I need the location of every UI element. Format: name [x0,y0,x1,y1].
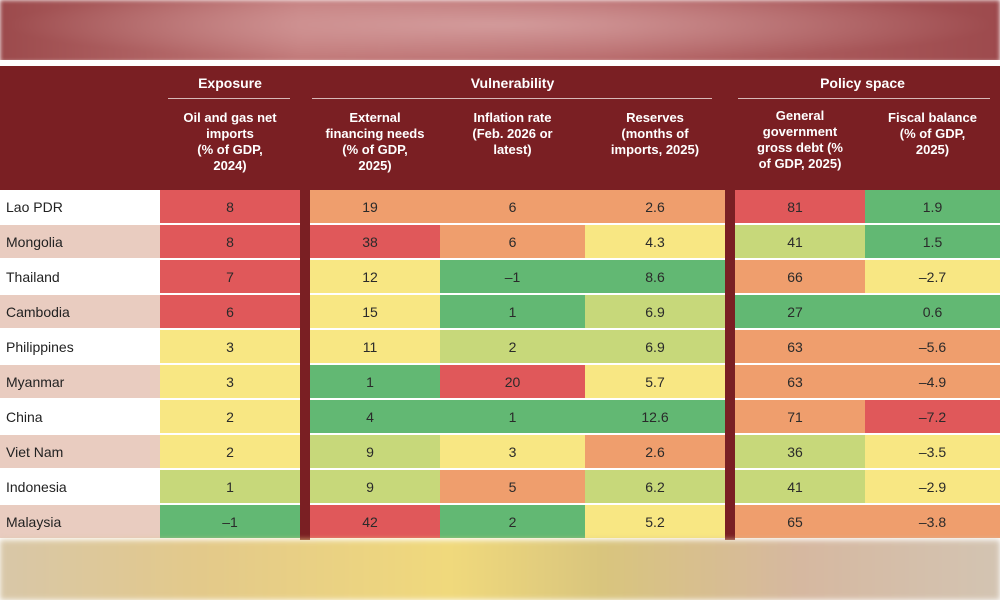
table-row: Myanmar 3 1 20 5.7 63 –4.9 [0,364,1000,400]
group-underline-vulnerability [312,98,712,99]
data-cell: 38 [300,224,440,260]
data-cell: 2.6 [585,434,725,470]
data-cell: 5.7 [585,364,725,400]
data-cell: 3 [160,329,300,365]
row-label: China [0,399,160,435]
row-label: Philippines [0,329,160,365]
data-cell: 36 [725,434,865,470]
row-label: Thailand [0,259,160,295]
data-cell: 27 [725,294,865,330]
data-cell: 6 [440,224,585,260]
table-row: Indonesia 1 9 5 6.2 41 –2.9 [0,469,1000,505]
data-cell: 9 [300,434,440,470]
data-cell: –2.9 [865,469,1000,505]
data-cell: 5 [440,469,585,505]
data-cell: 71 [725,399,865,435]
data-cell: 9 [300,469,440,505]
data-cell: 1.5 [865,224,1000,260]
table-row: Cambodia 6 15 1 6.9 27 0.6 [0,294,1000,330]
data-cell: 6.9 [585,294,725,330]
data-cell: 1 [300,364,440,400]
data-cell: 15 [300,294,440,330]
table-row: Mongolia 8 38 6 4.3 41 1.5 [0,224,1000,260]
data-cell: 66 [725,259,865,295]
data-cell: 41 [725,469,865,505]
data-cell: 2 [160,434,300,470]
data-cell: 63 [725,329,865,365]
data-cell: 6 [440,190,585,225]
group-underline-policy-space [738,98,990,99]
column-header-fiscal-balance: Fiscal balance (% of GDP, 2025) [888,110,977,157]
blurred-bottom-background [0,540,1000,600]
row-label: Mongolia [0,224,160,260]
row-label: Viet Nam [0,434,160,470]
data-cell: 7 [160,259,300,295]
data-cell: 5.2 [585,504,725,540]
data-cell: 2 [160,399,300,435]
table-row: Lao PDR 8 19 6 2.6 81 1.9 [0,190,1000,225]
data-cell: 4 [300,399,440,435]
data-cell: 1 [440,399,585,435]
row-label: Indonesia [0,469,160,505]
table-row: Thailand 7 12 –1 8.6 66 –2.7 [0,259,1000,295]
data-cell: 2 [440,329,585,365]
blurred-top-background [0,0,1000,62]
data-cell: –3.8 [865,504,1000,540]
table-row: Malaysia –1 42 2 5.2 65 –3.8 [0,504,1000,540]
column-header-external-financing: External financing needs (% of GDP, 2025… [325,110,425,173]
column-header-inflation: Inflation rate (Feb. 2026 or latest) [472,110,553,157]
data-cell: 12 [300,259,440,295]
column-header-oil-gas-imports: Oil and gas net imports (% of GDP, 2024) [183,110,277,173]
row-label: Malaysia [0,504,160,540]
group-header-exposure: Exposure [198,75,262,91]
data-cell: 8.6 [585,259,725,295]
data-cell: –5.6 [865,329,1000,365]
data-cell: 6 [160,294,300,330]
data-cell: 3 [160,364,300,400]
data-cell: 2.6 [585,190,725,225]
data-cell: 63 [725,364,865,400]
data-cell: –7.2 [865,399,1000,435]
data-cell: 4.3 [585,224,725,260]
group-header-vulnerability: Vulnerability [470,75,555,91]
data-cell: 65 [725,504,865,540]
data-cell: 1 [160,469,300,505]
group-separator-2 [725,190,735,540]
data-cell: 1 [440,294,585,330]
row-label: Myanmar [0,364,160,400]
column-header-reserves: Reserves (months of imports, 2025) [610,110,700,157]
data-cell: 8 [160,190,300,225]
data-cell: –1 [160,504,300,540]
group-underline-exposure [168,98,290,99]
data-cell: 19 [300,190,440,225]
column-header-gross-debt: General government gross debt (% of GDP,… [757,108,843,171]
data-cell: 8 [160,224,300,260]
data-cell: 3 [440,434,585,470]
row-label: Cambodia [0,294,160,330]
table-header: Exposure Vulnerability Policy space Oil … [0,66,1000,190]
group-header-policy-space: Policy space [820,75,905,91]
data-cell: –4.9 [865,364,1000,400]
data-cell: 20 [440,364,585,400]
data-cell: 41 [725,224,865,260]
table-row: China 2 4 1 12.6 71 –7.2 [0,399,1000,435]
data-cell: 81 [725,190,865,225]
data-cell: 11 [300,329,440,365]
top-divider [0,60,1000,66]
data-table: Lao PDR 8 19 6 2.6 81 1.9 Mongolia 8 38 6 4.3 41 1.5 T… [0,190,1000,540]
data-cell: 0.6 [865,294,1000,330]
table-row: Philippines 3 11 2 6.9 63 –5.6 [0,329,1000,365]
table-row: Viet Nam 2 9 3 2.6 36 –3.5 [0,434,1000,470]
data-cell: 42 [300,504,440,540]
data-cell: –3.5 [865,434,1000,470]
data-cell: 6.9 [585,329,725,365]
data-cell: 1.9 [865,190,1000,225]
row-label: Lao PDR [0,190,160,225]
data-cell: 6.2 [585,469,725,505]
group-separator-1 [300,190,310,540]
data-cell: 12.6 [585,399,725,435]
data-cell: 2 [440,504,585,540]
data-cell: –1 [440,259,585,295]
data-cell: –2.7 [865,259,1000,295]
